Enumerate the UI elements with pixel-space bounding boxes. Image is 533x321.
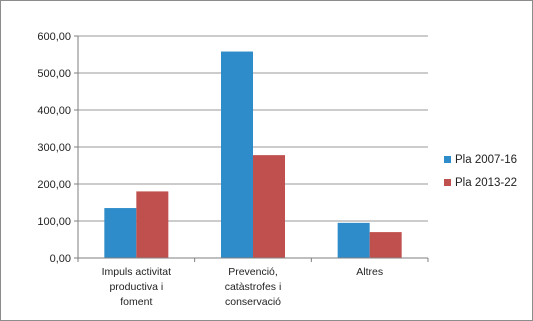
y-tick-label: 200,00 — [37, 179, 71, 191]
y-tick-label: 400,00 — [37, 105, 71, 117]
bar-2-3 — [369, 232, 402, 258]
legend-label: Pla 2013-22 — [455, 177, 517, 189]
x-category-label: Impuls activitat productiva i foment — [102, 266, 172, 308]
axes — [74, 35, 429, 262]
y-tick-label: 300,00 — [37, 142, 71, 154]
x-category-label: Altres — [356, 266, 383, 278]
bars — [104, 51, 402, 258]
y-tick-label: 0,00 — [50, 253, 71, 265]
x-axis-category-labels: Impuls activitat productiva i foment Preven… — [102, 266, 383, 308]
y-tick-label: 600,00 — [37, 31, 71, 43]
x-category-label: Prevenció, catàstrofes i conservació — [225, 266, 282, 308]
bar-2-2 — [253, 155, 285, 258]
bar-1-2 — [221, 51, 253, 258]
bar-1-3 — [337, 222, 370, 258]
bar-2-1 — [136, 191, 169, 258]
legend-label: Pla 2007-16 — [455, 154, 517, 166]
bar-1-1 — [104, 208, 137, 258]
y-tick-label: 100,00 — [37, 216, 71, 228]
y-axis-tick-labels: 0,00 100,00 200,00 300,00 400,00 500,00 600,00 — [37, 31, 71, 265]
legend: Pla 2007-16 Pla 2013-22 — [444, 154, 517, 189]
legend-swatch — [444, 179, 451, 186]
y-tick-label: 500,00 — [37, 68, 71, 80]
legend-swatch — [444, 156, 451, 163]
